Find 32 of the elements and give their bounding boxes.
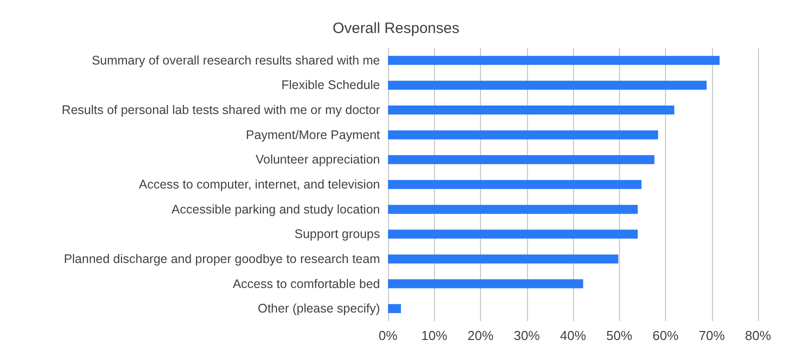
bar	[388, 80, 707, 90]
chart-title: Overall Responses	[332, 20, 460, 37]
x-tick-label: 60%	[652, 328, 679, 343]
bar	[388, 56, 720, 65]
y-tick-label: Results of personal lab tests shared with me or my doctor	[62, 103, 380, 118]
y-tick-label: Volunteer appreciation	[256, 152, 380, 167]
y-tick-label: Summary of overall research results shared with me	[92, 53, 380, 68]
bar	[388, 106, 674, 115]
bar	[388, 230, 638, 239]
bar	[388, 204, 638, 214]
x-tick-label: 10%	[421, 328, 448, 343]
bar	[388, 304, 401, 314]
x-tick-label: 0%	[378, 328, 398, 343]
bar	[388, 180, 642, 189]
y-tick-label: Planned discharge and proper goodbye to research team	[64, 252, 380, 266]
x-tick-label: 20%	[467, 328, 494, 343]
x-tick-label: 50%	[606, 328, 633, 343]
bar	[388, 155, 654, 164]
y-tick-label: Access to computer, internet, and television	[138, 178, 380, 192]
y-tick-label: Payment/More Payment	[246, 128, 381, 142]
bar	[388, 254, 618, 264]
x-tick-label: 40%	[560, 328, 586, 343]
y-tick-label: Other (please specify)	[258, 302, 380, 316]
bar	[388, 279, 584, 288]
bar	[388, 130, 658, 140]
x-tick-label: 80%	[744, 328, 772, 343]
y-tick-label: Accessible parking and study location	[172, 202, 380, 216]
y-tick-label: Flexible Schedule	[281, 78, 380, 92]
x-tick-label: 70%	[698, 328, 726, 343]
y-tick-label: Support groups	[294, 227, 380, 242]
x-tick-label: 30%	[514, 328, 540, 343]
y-tick-label: Access to comfortable bed	[232, 276, 380, 291]
